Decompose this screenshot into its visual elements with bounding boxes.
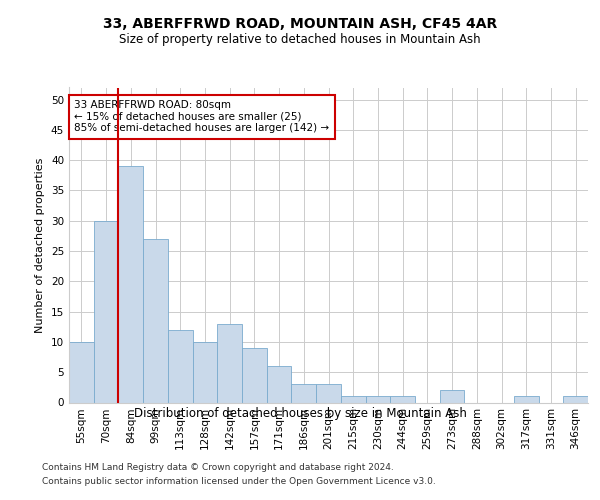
Bar [292,384,316,402]
Bar [118,166,143,402]
Text: Contains HM Land Registry data © Crown copyright and database right 2024.: Contains HM Land Registry data © Crown c… [42,462,394,471]
Bar [168,330,193,402]
Text: Contains public sector information licensed under the Open Government Licence v3: Contains public sector information licen… [42,478,436,486]
Bar [316,384,341,402]
Bar [365,396,390,402]
Bar [242,348,267,403]
Bar [267,366,292,403]
Text: 33 ABERFFRWD ROAD: 80sqm
← 15% of detached houses are smaller (25)
85% of semi-d: 33 ABERFFRWD ROAD: 80sqm ← 15% of detach… [74,100,329,134]
Text: Distribution of detached houses by size in Mountain Ash: Distribution of detached houses by size … [134,408,466,420]
Bar [69,342,94,402]
Text: Size of property relative to detached houses in Mountain Ash: Size of property relative to detached ho… [119,32,481,46]
Y-axis label: Number of detached properties: Number of detached properties [35,158,46,332]
Bar [217,324,242,402]
Bar [193,342,217,402]
Bar [143,239,168,402]
Bar [94,221,118,402]
Bar [563,396,588,402]
Text: 33, ABERFFRWD ROAD, MOUNTAIN ASH, CF45 4AR: 33, ABERFFRWD ROAD, MOUNTAIN ASH, CF45 4… [103,18,497,32]
Bar [390,396,415,402]
Bar [514,396,539,402]
Bar [440,390,464,402]
Bar [341,396,365,402]
